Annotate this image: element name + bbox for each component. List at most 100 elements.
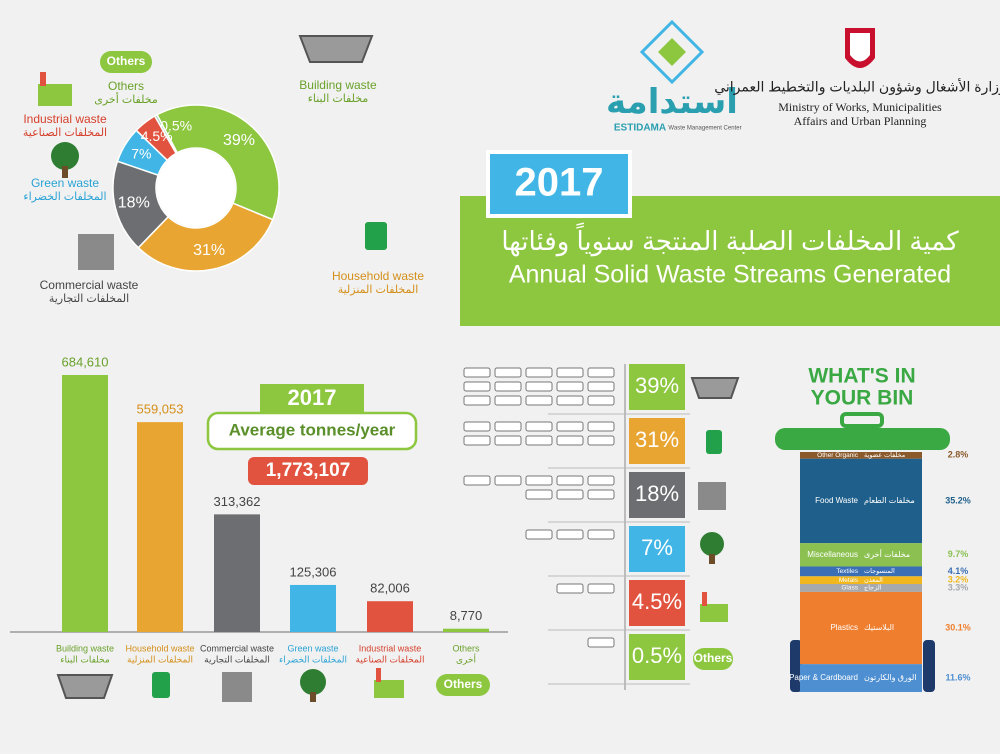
badge bbox=[100, 51, 152, 73]
truck-icon bbox=[494, 435, 522, 446]
category-label-ar: المخلفات الصناعية bbox=[23, 127, 107, 139]
value-label: 125,306 bbox=[290, 564, 337, 579]
donut-slice bbox=[137, 202, 274, 272]
percent-label: 0.5% bbox=[632, 643, 682, 668]
category-label: Green waste bbox=[31, 176, 99, 190]
truck-icon bbox=[494, 395, 522, 406]
truck-icon bbox=[556, 489, 584, 500]
bin-handle bbox=[840, 412, 884, 428]
slice-label: 31% bbox=[193, 242, 225, 259]
truck-icon bbox=[525, 395, 553, 406]
bar bbox=[214, 514, 260, 632]
icon-factory bbox=[700, 592, 728, 622]
truck-icon bbox=[587, 421, 615, 432]
percent-box bbox=[629, 472, 685, 518]
annotation-label: Average tonnes/year bbox=[229, 420, 396, 439]
ministry-emblem: وزارة الأشغال وشؤون البلديات والتخطيط ال… bbox=[714, 28, 1000, 128]
truck-icon bbox=[556, 421, 584, 432]
bin-segment bbox=[800, 543, 922, 567]
slice-label: 18% bbox=[118, 194, 150, 211]
category-label: Household waste bbox=[332, 269, 424, 283]
segment-label: Textiles bbox=[836, 568, 858, 575]
icon-bin bbox=[706, 430, 722, 454]
badge bbox=[436, 674, 490, 696]
truck-icon bbox=[463, 367, 491, 378]
segment-label-ar: مخلفات الطعام bbox=[864, 496, 915, 505]
truck-icon bbox=[463, 475, 491, 486]
truck-icon bbox=[587, 435, 615, 446]
truck-icon bbox=[494, 421, 522, 432]
bin-wheel bbox=[923, 640, 935, 692]
bar bbox=[443, 628, 489, 632]
truck-icon bbox=[494, 381, 522, 392]
truck-icon bbox=[494, 475, 522, 486]
segment-label: Other Organic bbox=[817, 452, 859, 459]
logo-en: ESTIDAMA bbox=[614, 123, 666, 134]
year-box bbox=[486, 150, 632, 218]
category-label: Household waste bbox=[125, 643, 194, 653]
percent-label: 4.5% bbox=[632, 589, 682, 614]
slice-label: 0.5% bbox=[160, 117, 192, 133]
slice-label: 39% bbox=[223, 132, 255, 149]
category-label-ar: المخلفات المنزلية bbox=[338, 284, 419, 296]
percent-label: 3.3% bbox=[948, 582, 969, 592]
truck-icon bbox=[587, 489, 615, 500]
icon-tree bbox=[51, 142, 79, 178]
segment-label-ar: مخلفات أخرى bbox=[864, 549, 910, 559]
segment-label: Metals bbox=[839, 577, 859, 584]
donut-hole bbox=[157, 149, 235, 227]
segment-label-ar: مخلفات عضوية bbox=[864, 452, 905, 459]
donut-slice bbox=[156, 104, 280, 221]
icon-factory bbox=[38, 72, 72, 106]
percent-box bbox=[629, 364, 685, 410]
annotation-year: 2017 bbox=[288, 385, 337, 410]
category-label: Commercial waste bbox=[40, 278, 139, 292]
category-label-ar: مخلفات البناء bbox=[308, 93, 369, 105]
bin-segment bbox=[800, 591, 922, 665]
percent-label: 7% bbox=[641, 535, 673, 560]
category-label: Others bbox=[108, 79, 144, 93]
icon-container bbox=[222, 672, 252, 702]
icon-skip bbox=[56, 674, 114, 699]
donut-slice bbox=[153, 113, 179, 155]
truck-icon bbox=[587, 381, 615, 392]
category-label: Industrial waste bbox=[359, 643, 422, 653]
title-ar: كمية المخلفات الصلبة المنتجة سنوياً وفئا… bbox=[501, 222, 959, 257]
category-label: Building waste bbox=[299, 78, 377, 92]
percent-label: 9.7% bbox=[948, 549, 969, 559]
slice-label: 7% bbox=[131, 145, 151, 161]
truck-icon bbox=[556, 435, 584, 446]
truck-icon bbox=[587, 583, 615, 594]
percent-label: 2.8% bbox=[948, 450, 969, 460]
icon-skip bbox=[298, 35, 374, 63]
truck-icon bbox=[556, 367, 584, 378]
segment-label: Glass bbox=[841, 585, 858, 592]
truck-icon bbox=[587, 637, 615, 648]
total-box bbox=[248, 457, 368, 485]
badge-text: Others bbox=[444, 677, 483, 691]
icon-tree bbox=[700, 532, 724, 564]
truck-icon bbox=[525, 421, 553, 432]
category-label-ar: مخلفات أخرى bbox=[94, 92, 158, 106]
icon-factory bbox=[374, 668, 404, 698]
value-label: 8,770 bbox=[450, 608, 483, 623]
bin-segment bbox=[800, 664, 922, 692]
truck-icon bbox=[587, 475, 615, 486]
bin-segment bbox=[800, 458, 922, 544]
icon-bin bbox=[152, 672, 170, 698]
truck-icon bbox=[556, 583, 584, 594]
truck-icon bbox=[556, 395, 584, 406]
icon-container bbox=[78, 234, 114, 270]
truck-icon bbox=[525, 381, 553, 392]
percent-label: 3.2% bbox=[948, 575, 969, 585]
truck-icon bbox=[587, 395, 615, 406]
truck-icon bbox=[463, 395, 491, 406]
truck-icon bbox=[463, 381, 491, 392]
icon-bin bbox=[365, 222, 387, 250]
category-label-ar: المخلفات الصناعية bbox=[356, 654, 425, 664]
bin-lid bbox=[775, 428, 950, 450]
bar bbox=[137, 422, 183, 632]
percent-label: 35.2% bbox=[945, 495, 971, 505]
bar bbox=[62, 375, 108, 632]
